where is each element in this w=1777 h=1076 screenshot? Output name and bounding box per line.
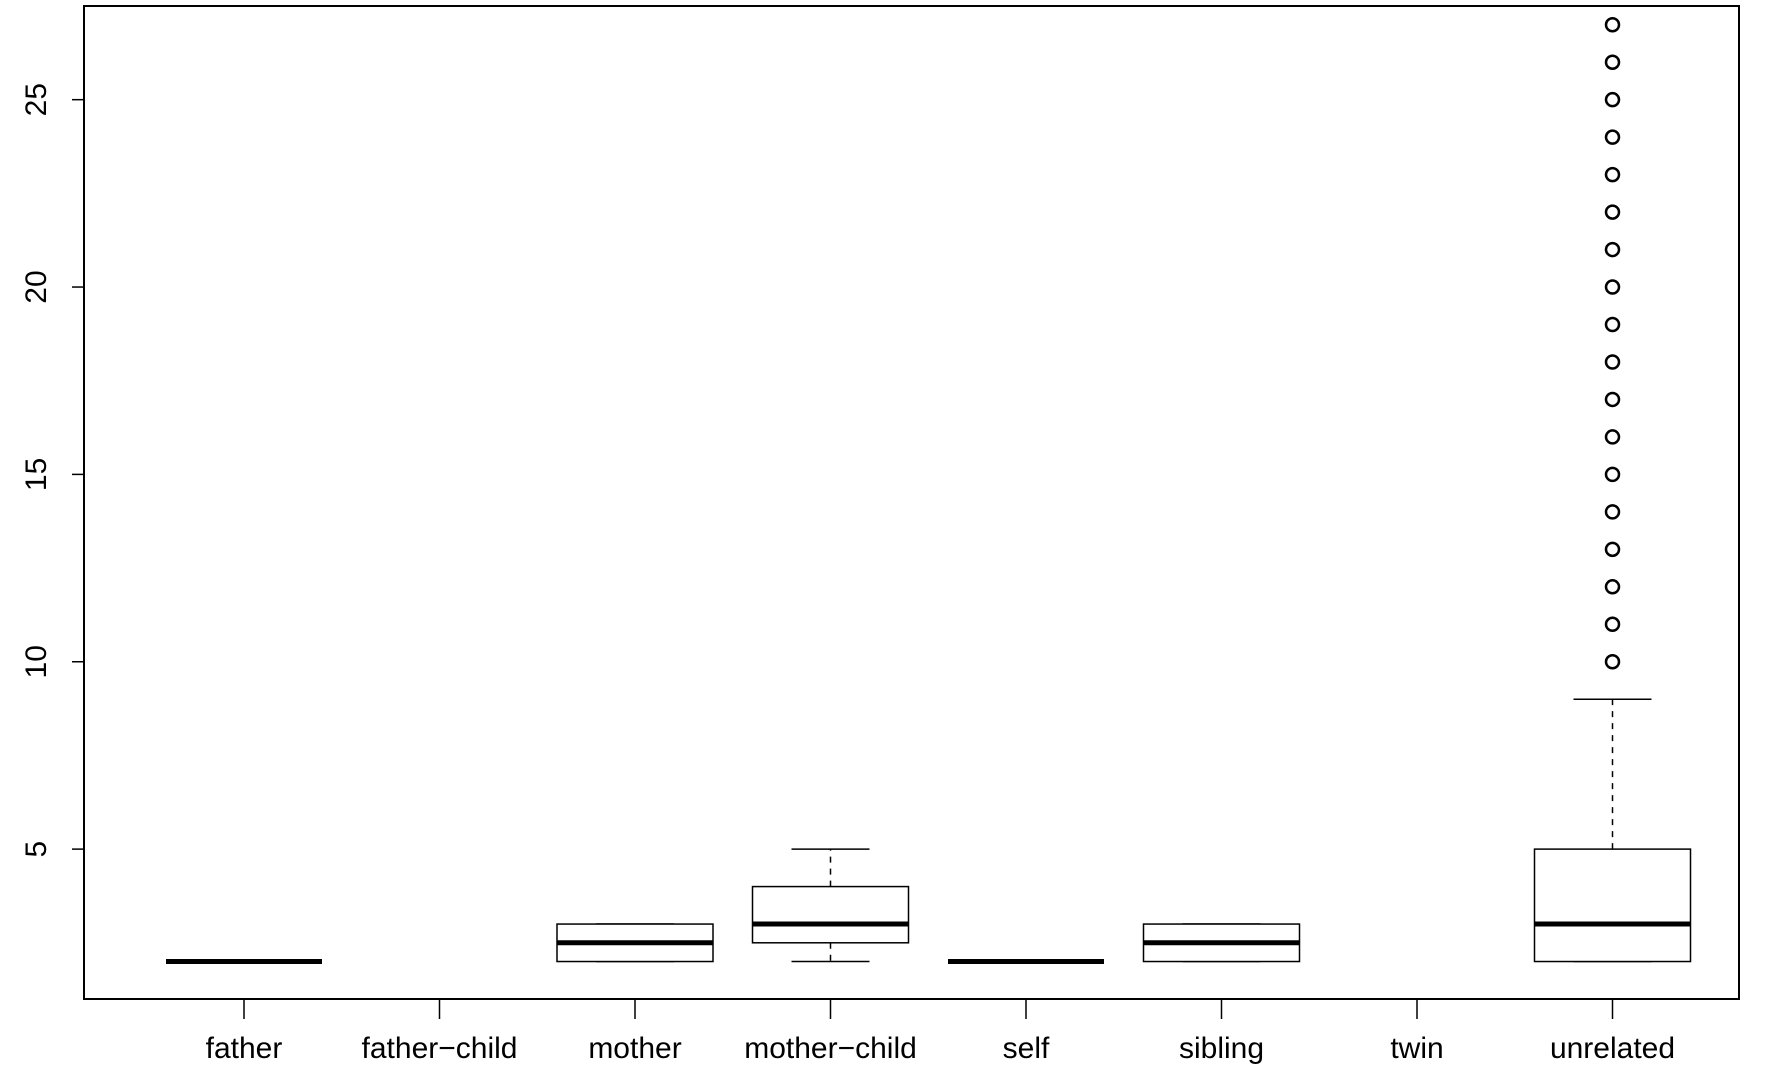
x-axis: father father−child mother mother−child self… xyxy=(206,999,1675,1065)
iqr-box xyxy=(751,885,910,944)
outlier-point xyxy=(1604,54,1621,70)
outlier-point xyxy=(1604,204,1621,220)
outlier-point xyxy=(1604,541,1621,558)
boxes-layer xyxy=(166,16,1692,965)
outlier-point xyxy=(1604,504,1621,520)
x-tick-label: father−child xyxy=(362,1032,518,1065)
outlier-point xyxy=(1604,579,1621,595)
x-tick-label: mother xyxy=(588,1032,681,1065)
outlier-point xyxy=(1604,354,1621,370)
x-tick-label: self xyxy=(1003,1032,1050,1065)
outlier-point xyxy=(1604,279,1621,295)
x-tick-label: mother−child xyxy=(744,1032,917,1065)
x-tick-label: sibling xyxy=(1179,1032,1264,1065)
outlier-point xyxy=(1604,316,1621,333)
plot-frame xyxy=(83,5,1740,1000)
box-7 xyxy=(1533,16,1692,963)
y-tick-label: 25 xyxy=(20,83,53,116)
y-tick-label: 10 xyxy=(20,645,53,678)
y-axis: 5 10 15 20 25 xyxy=(20,83,85,858)
outlier-point xyxy=(1604,129,1621,145)
y-tick-label: 20 xyxy=(20,270,53,303)
y-tick-label: 15 xyxy=(20,458,53,491)
outlier-point xyxy=(1604,16,1621,33)
y-tick-label: 5 xyxy=(20,841,53,858)
x-tick-label: twin xyxy=(1390,1032,1443,1065)
outlier-point xyxy=(1604,391,1621,408)
outlier-point xyxy=(1604,241,1621,258)
box-3 xyxy=(751,848,910,963)
box-2 xyxy=(556,923,714,963)
outlier-point xyxy=(1604,166,1621,183)
outlier-point xyxy=(1604,616,1621,633)
iqr-box xyxy=(1533,848,1692,963)
box-5 xyxy=(1142,923,1301,963)
outlier-point xyxy=(1604,429,1621,445)
outlier-point xyxy=(1604,654,1621,670)
x-tick-label: unrelated xyxy=(1550,1032,1675,1065)
outlier-point xyxy=(1604,466,1621,483)
x-tick-label: father xyxy=(206,1032,283,1065)
outlier-point xyxy=(1604,91,1621,108)
